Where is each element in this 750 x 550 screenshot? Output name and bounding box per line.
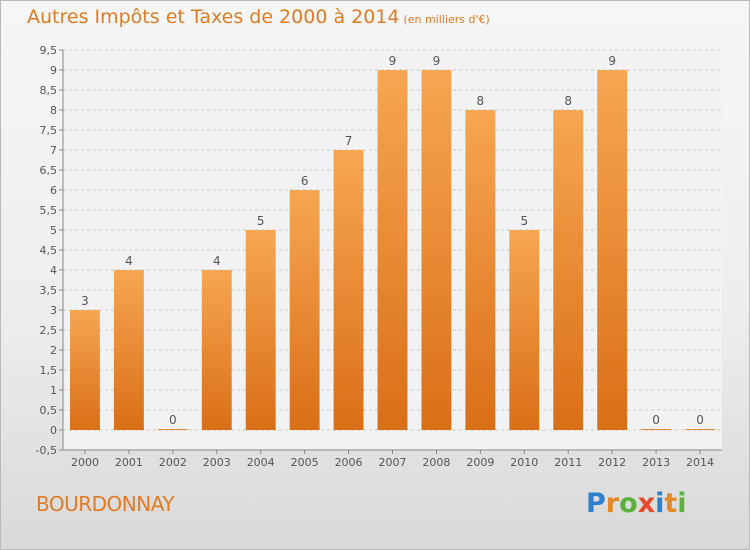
- data-labels: 3 4 0 4 5 6 7 9 9 8 5 8 9 0 0: [81, 54, 704, 427]
- bar-2003: [201, 270, 232, 430]
- bar-2011: [553, 110, 584, 430]
- y-tick-label: 6: [50, 184, 57, 197]
- x-tick-label-2009: 2009: [466, 456, 494, 469]
- data-label-2006: 7: [345, 134, 353, 148]
- y-tick-label: 1: [50, 384, 57, 397]
- y-tick-label: 3: [50, 304, 57, 317]
- chart-title-text: Autres Impôts et Taxes de 2000 à 2014: [27, 6, 400, 28]
- bar-2006: [333, 150, 364, 430]
- y-tick-label: 8: [50, 104, 57, 117]
- y-tick-label: 2,5: [40, 324, 58, 337]
- bar-2013: [641, 429, 672, 430]
- x-tick-label-2003: 2003: [203, 456, 231, 469]
- x-tick-label-2011: 2011: [554, 456, 582, 469]
- y-tick-label: 5: [50, 224, 57, 237]
- bar-2010: [509, 230, 540, 430]
- x-tick-label-2014: 2014: [686, 456, 714, 469]
- chart-subtitle: (en milliers d'€): [403, 13, 490, 26]
- bar-2000: [70, 310, 100, 430]
- bar-2004: [245, 230, 276, 430]
- data-label-2012: 9: [608, 54, 616, 68]
- x-tick-label-2010: 2010: [510, 456, 538, 469]
- data-label-2010: 5: [520, 214, 528, 228]
- x-tick-label-2000: 2000: [71, 456, 99, 469]
- bar-2012: [597, 70, 628, 430]
- bar-2005: [289, 190, 320, 430]
- y-tick-label: -0,5: [36, 444, 57, 457]
- bar-2002: [157, 429, 188, 430]
- logo-letter: P: [586, 488, 606, 519]
- y-tick-label: 7,5: [40, 124, 58, 137]
- chart-title: Autres Impôts et Taxes de 2000 à 2014 (en…: [27, 6, 490, 28]
- y-tick-label: 2: [50, 344, 57, 357]
- commune-name: BOURDONNAY: [36, 492, 175, 516]
- y-tick-label: 3,5: [40, 284, 58, 297]
- logo-letter: x: [637, 488, 656, 519]
- bar-2009: [465, 110, 496, 430]
- logo-letter: t: [664, 488, 678, 519]
- data-label-2009: 8: [477, 94, 485, 108]
- x-tick-label-2012: 2012: [598, 456, 626, 469]
- y-tick-label: 9: [50, 64, 57, 77]
- bar-2008: [421, 70, 452, 430]
- x-tick-label-2013: 2013: [642, 456, 670, 469]
- bar-2014: [685, 429, 715, 430]
- proxiti-logo: Proxiti: [586, 488, 687, 519]
- logo-letter: r: [605, 488, 620, 519]
- data-label-2002: 0: [169, 413, 177, 427]
- y-tick-label: 0,5: [40, 404, 58, 417]
- data-label-2013: 0: [652, 413, 660, 427]
- data-label-2005: 6: [301, 174, 309, 188]
- x-tick-label-2004: 2004: [247, 456, 275, 469]
- logo-letter: i: [677, 488, 687, 519]
- x-tick-label-2007: 2007: [379, 456, 407, 469]
- bar-2001: [113, 270, 144, 430]
- data-label-2003: 4: [213, 254, 221, 268]
- y-tick-label: 1,5: [40, 364, 58, 377]
- bar-2007: [377, 70, 408, 430]
- x-tick-label-2001: 2001: [115, 456, 143, 469]
- y-axis: -0,5 0 0,5 1 1,5 2 2,5 3 3,5 4 4,5 5 5,5 6 6,5 7 7,5 8 8,5…: [36, 44, 64, 457]
- x-axis: 2000 2001 2002 2003 2004 2005 2006 2007 2008 2009…: [63, 449, 722, 469]
- data-label-2000: 3: [81, 294, 89, 308]
- bars: [70, 70, 715, 430]
- y-tick-label: 9,5: [40, 44, 58, 57]
- data-label-2008: 9: [433, 54, 441, 68]
- y-tick-label: 6,5: [40, 164, 58, 177]
- y-tick-label: 4,5: [40, 244, 58, 257]
- data-label-2011: 8: [564, 94, 572, 108]
- data-label-2001: 4: [125, 254, 133, 268]
- y-tick-label: 8,5: [40, 84, 58, 97]
- x-tick-label-2008: 2008: [422, 456, 450, 469]
- y-tick-label: 7: [50, 144, 57, 157]
- data-label-2007: 9: [389, 54, 397, 68]
- y-tick-label: 4: [50, 264, 57, 277]
- logo-letter: i: [655, 488, 665, 519]
- data-label-2004: 5: [257, 214, 265, 228]
- x-tick-label-2002: 2002: [159, 456, 187, 469]
- x-tick-label-2005: 2005: [291, 456, 319, 469]
- logo-letter: o: [619, 488, 638, 519]
- y-tick-label: 5,5: [40, 204, 58, 217]
- x-tick-label-2006: 2006: [335, 456, 363, 469]
- y-tick-label: 0: [50, 424, 57, 437]
- data-label-2014: 0: [696, 413, 704, 427]
